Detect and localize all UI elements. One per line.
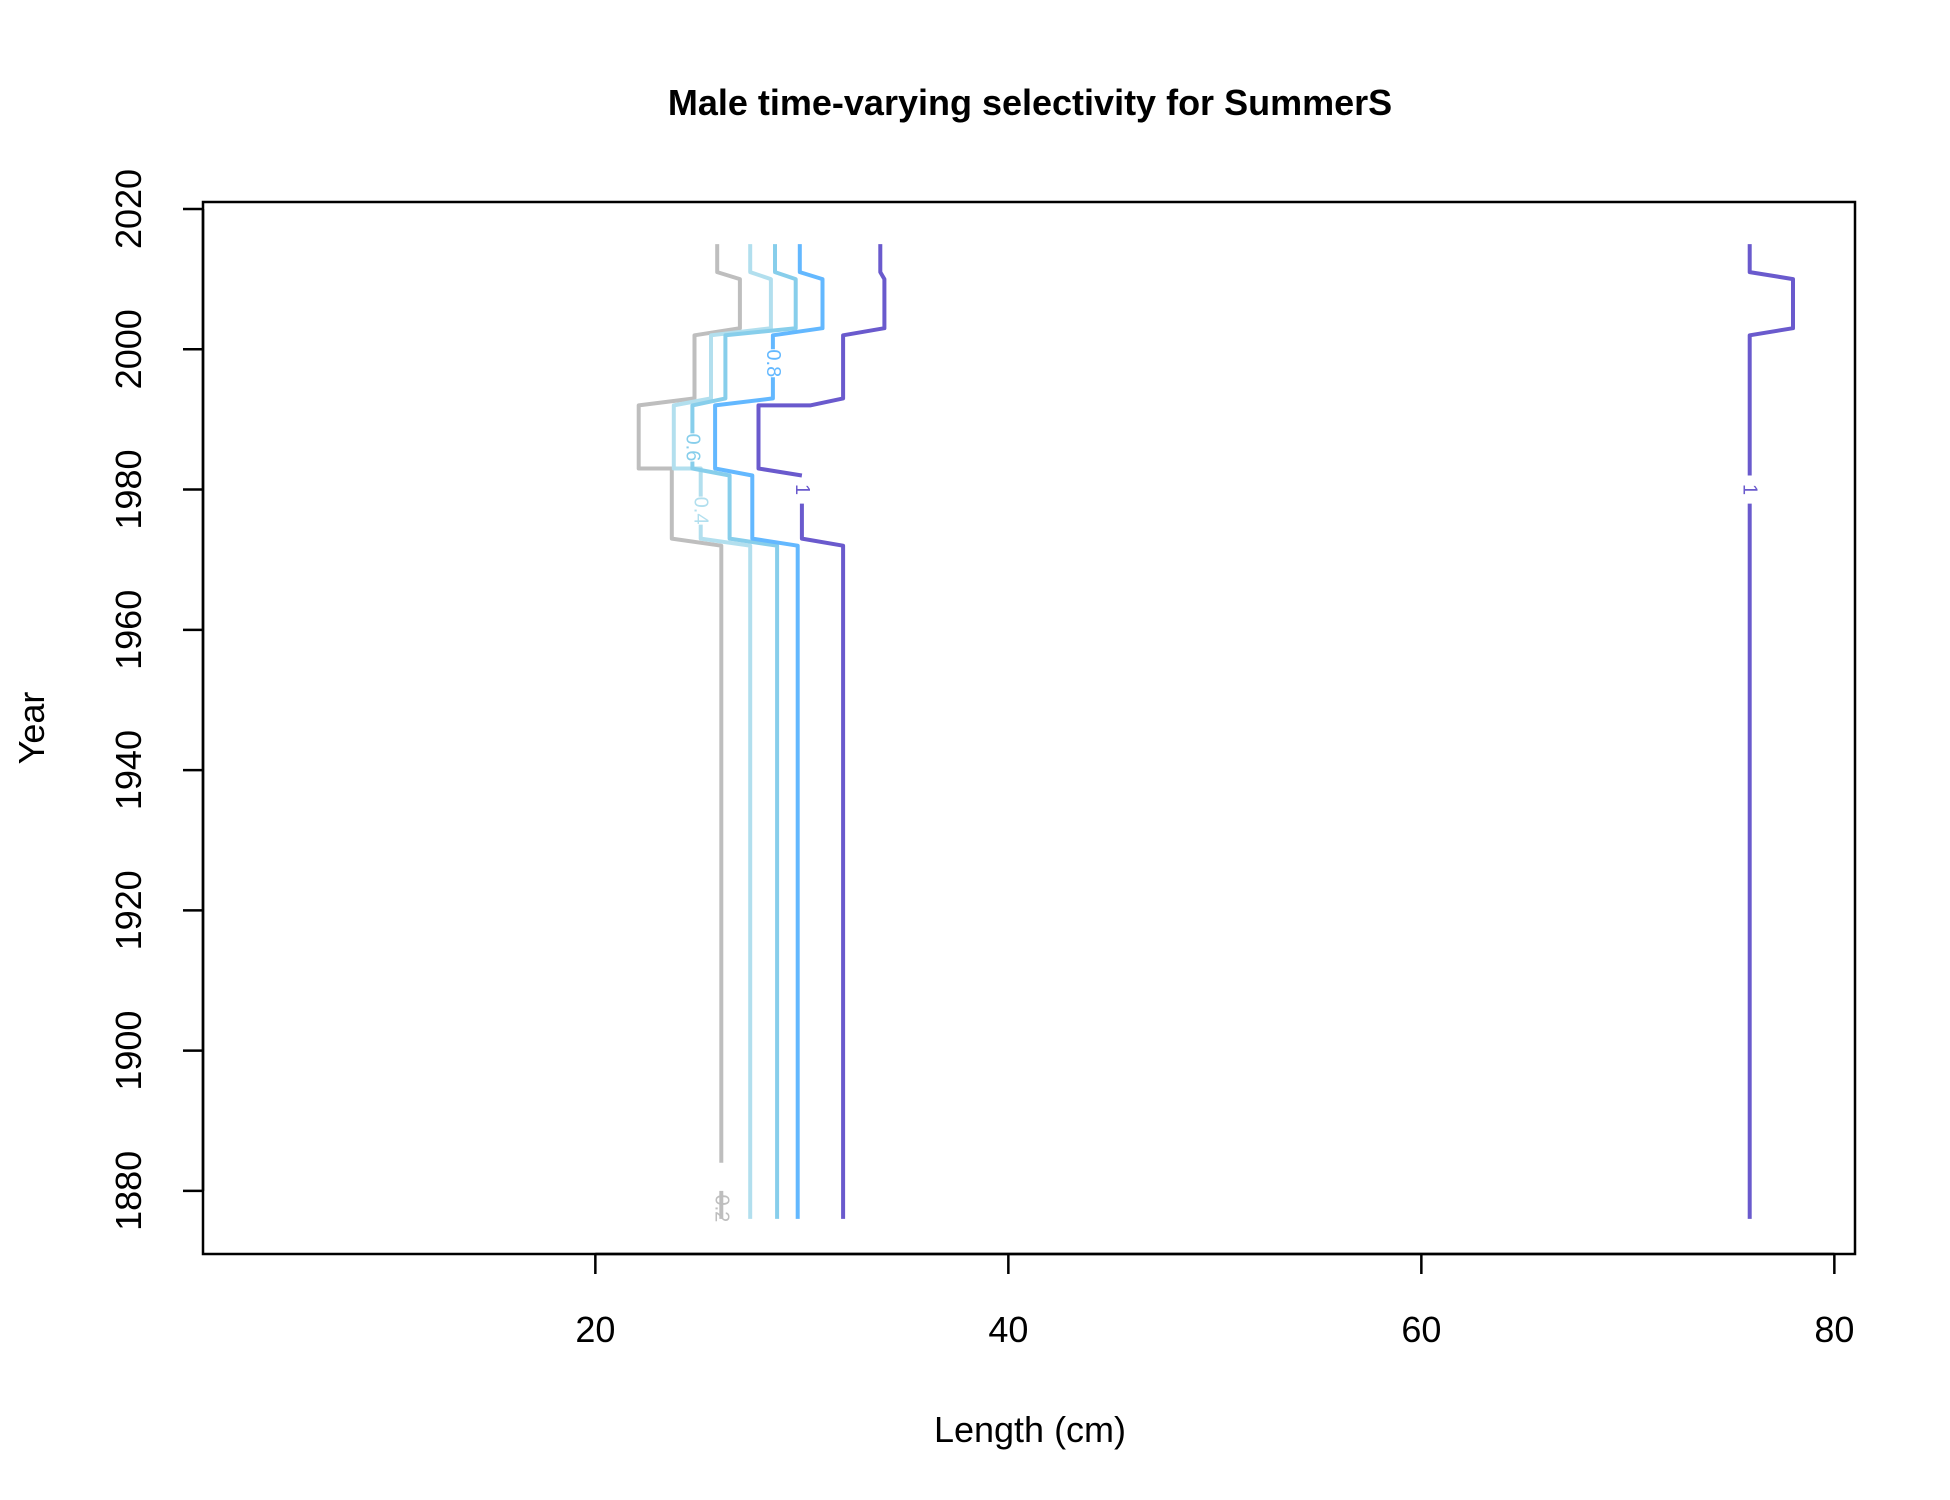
- contour-lines: [636, 244, 1795, 1219]
- contour-label: 0.2: [710, 1195, 732, 1223]
- contour-line: [671, 244, 773, 497]
- y-tick-label: 1980: [108, 449, 149, 529]
- contour-line: [1747, 244, 1795, 476]
- contour-label: 1: [791, 484, 813, 495]
- y-axis-label: Year: [11, 692, 52, 765]
- x-tick-label: 60: [1401, 1309, 1441, 1350]
- contour-line: [770, 244, 825, 350]
- x-axis-label: Length (cm): [934, 1409, 1126, 1450]
- contour-line: [636, 244, 742, 1163]
- chart-title: Male time-varying selectivity for Summer…: [668, 82, 1392, 123]
- y-tick-label: 2000: [108, 309, 149, 389]
- contour-label: 0.8: [762, 349, 784, 377]
- contour-label: 0.4: [690, 497, 712, 525]
- contour-series: [756, 244, 887, 1219]
- y-tick-label: 1920: [108, 870, 149, 950]
- x-tick-label: 80: [1814, 1309, 1854, 1350]
- y-tick-label: 2020: [108, 169, 149, 249]
- contour-series: [713, 244, 825, 1219]
- y-tick-label: 1900: [108, 1011, 149, 1091]
- contour-line: [690, 244, 798, 434]
- contour-label: 0.6: [681, 434, 703, 462]
- contour-labels: 0.2 0.4 0.6 0.8 1 1: [681, 349, 1760, 1222]
- contour-line: [690, 461, 780, 1219]
- contour-line: [713, 377, 800, 1219]
- contour-label: 1: [1739, 484, 1761, 495]
- x-axis: 20 40 60 80: [575, 1252, 1854, 1350]
- y-tick-label: 1940: [108, 730, 149, 810]
- contour-line: [698, 524, 753, 1219]
- x-tick-label: 40: [988, 1309, 1028, 1350]
- y-tick-label: 1880: [108, 1151, 149, 1231]
- y-axis: 1880 1900 1920 1940 1960 1980 2000 2020: [108, 169, 205, 1231]
- contour-series: [671, 244, 773, 1219]
- contour-series: [690, 244, 798, 1219]
- y-tick-label: 1960: [108, 590, 149, 670]
- contour-series: [636, 244, 742, 1219]
- plot-frame: [201, 200, 1857, 1256]
- contour-line: [756, 244, 887, 478]
- contour-line: [799, 503, 846, 1219]
- x-tick-label: 20: [575, 1309, 615, 1350]
- contour-series: [1747, 244, 1795, 1219]
